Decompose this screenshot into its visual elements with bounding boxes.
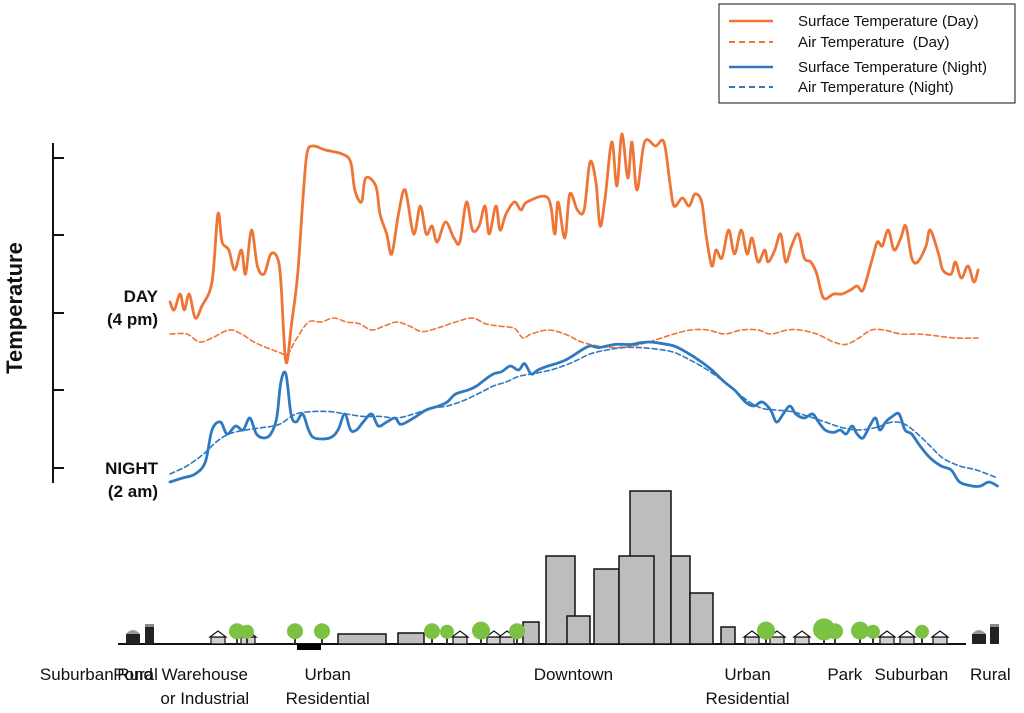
legend-label-air-night: Air Temperature (Night) [798,79,954,96]
house [742,630,762,645]
legend-label-surface-day: Surface Temperature (Day) [798,13,979,30]
series-line-surface-temperature-day [168,132,980,365]
x-category-label: Suburban [875,665,949,684]
tree [827,623,843,644]
x-category-label: Urban [305,665,351,684]
tree [314,623,330,644]
tree [915,624,929,644]
tree [440,624,454,644]
warehouse-building [337,633,387,645]
tree [866,624,880,644]
downtown-building [566,615,591,645]
tree [509,623,525,644]
y-tick-label-day-line1: DAY [124,287,159,306]
downtown-building [522,621,540,645]
x-category-label: Suburban [40,665,114,684]
x-category-label: Rural [117,665,158,684]
x-category-label: or Industrial [160,689,249,708]
downtown-building [720,626,736,645]
tree [287,623,303,644]
tree [757,621,775,644]
x-category-label: Park [827,665,862,684]
downtown-building [593,568,620,645]
x-category-label: Rural [970,665,1011,684]
tree [472,621,490,644]
series-line-air-temperature-night [169,346,999,479]
y-tick-label-night-line2: (2 am) [108,482,158,501]
warehouse-building [397,632,425,645]
x-category-label: Residential [286,689,370,708]
downtown-building [618,555,655,645]
house [877,630,897,645]
trees [229,618,929,644]
house [792,630,812,645]
x-category-label: Warehouse [162,665,248,684]
y-axis-title: Temperature [2,242,27,374]
legend-label-air-day: Air Temperature (Day) [798,34,949,51]
x-category-label: Pond [113,665,153,684]
downtown-building [689,592,714,645]
tree [240,624,254,644]
house [897,630,917,645]
rural-farm-left [126,624,154,644]
skyline-illustration [118,490,999,650]
x-category-label: Downtown [534,665,613,684]
legend-label-surface-night: Surface Temperature (Night) [798,59,987,76]
series-lines [168,132,999,488]
pond-marker [297,644,321,650]
y-axis: Temperature DAY (4 pm) NIGHT (2 am) [2,143,159,501]
x-category-label: Residential [705,689,789,708]
tree [424,623,440,644]
y-tick-label-day-line2: (4 pm) [107,310,158,329]
legend: Surface Temperature (Day) Air Temperatur… [718,3,1016,104]
series-line-surface-temperature-night [168,340,999,488]
house [930,630,950,645]
house [450,630,470,645]
house [208,630,228,645]
downtown-building [670,555,691,645]
tree [851,621,869,644]
y-tick-label-night-line1: NIGHT [105,459,159,478]
x-category-label: Urban [724,665,770,684]
rural-farm-right [972,624,999,644]
